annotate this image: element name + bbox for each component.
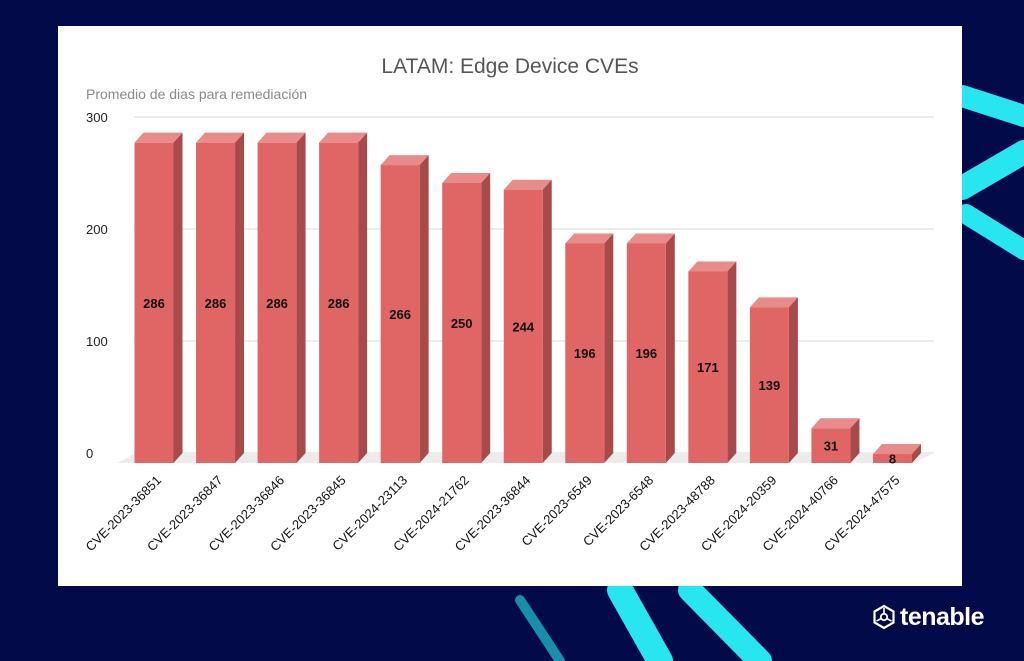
bar-side (788, 297, 798, 463)
bar-side (604, 233, 614, 463)
bar (503, 179, 552, 463)
bar-front (503, 189, 543, 463)
bar (872, 444, 921, 463)
bar-front (688, 271, 728, 463)
bar-top (872, 444, 921, 455)
value-label: 196 (635, 346, 657, 361)
accent-stripe (607, 577, 673, 661)
bar-top (749, 297, 798, 308)
bar (257, 132, 306, 463)
bar-top (319, 132, 368, 143)
bar-top (688, 261, 737, 272)
bar-side (173, 132, 183, 463)
bars (134, 132, 921, 463)
bar-front (442, 183, 482, 463)
accent-stripe (678, 578, 772, 661)
bar-front (196, 142, 236, 463)
bar-top (257, 132, 306, 143)
bar (749, 297, 798, 463)
value-label: 8 (889, 452, 896, 467)
bar (811, 418, 860, 463)
value-label: 171 (697, 360, 719, 375)
bar-front (811, 428, 851, 463)
bar (565, 233, 614, 463)
bar-side (727, 261, 737, 463)
y-tick-label: 100 (86, 334, 108, 349)
accent-stripe (951, 85, 1024, 127)
bar-side (419, 155, 429, 463)
accent-stripe (950, 140, 1024, 200)
bar (196, 132, 245, 463)
value-label: 250 (451, 316, 473, 331)
bar-top (503, 179, 552, 190)
accent-stripe (956, 204, 1024, 260)
bar-top (134, 132, 183, 143)
brand-name: tenable (900, 602, 985, 631)
y-tick-label: 0 (86, 446, 93, 461)
bar-side (481, 173, 491, 463)
bar-side (296, 132, 306, 463)
bar-side (358, 132, 368, 463)
bar-front (626, 243, 666, 463)
bar-front (380, 165, 420, 463)
bar-top (626, 233, 675, 244)
bar-top (565, 233, 614, 244)
value-label: 286 (205, 296, 227, 311)
value-labels: 286 286 286 286 266 250 244 196 196 171 139 31 8 (143, 296, 896, 467)
value-label: 139 (759, 378, 781, 393)
value-label: 244 (512, 319, 534, 334)
value-label: 266 (389, 307, 411, 322)
bar (134, 132, 183, 463)
bar-top (442, 173, 491, 183)
accent-stripe (515, 595, 565, 661)
bar-side (850, 418, 860, 463)
bar-side (911, 444, 921, 463)
tenable-logo-icon (873, 604, 895, 630)
bar (319, 132, 368, 463)
chart-subtitle: Promedio de dias para remediación (86, 86, 307, 102)
value-label: 196 (574, 346, 596, 361)
bar-front (319, 142, 359, 463)
brand: tenable (872, 600, 985, 634)
bar-side (542, 179, 552, 463)
chart-card: LATAM: Edge Device CVEs Promedio de dias… (58, 26, 962, 586)
bar-top (196, 132, 245, 143)
chart-title: LATAM: Edge Device CVEs (381, 55, 638, 78)
value-label: 286 (328, 296, 350, 311)
y-tick-label: 200 (86, 222, 108, 237)
value-label: 286 (266, 296, 288, 311)
value-label: 286 (143, 296, 165, 311)
bar-front (257, 142, 297, 463)
bar (442, 173, 491, 463)
bar-front (565, 243, 605, 463)
bar-front (872, 454, 912, 463)
bar-chart: LATAM: Edge Device CVEs Promedio de dias… (82, 55, 934, 554)
bar-front (749, 307, 789, 463)
bar (688, 261, 737, 463)
value-label: 31 (824, 439, 838, 454)
bar-side (235, 132, 245, 463)
bar (626, 233, 675, 463)
bar (380, 155, 429, 463)
bar-side (665, 233, 675, 463)
bar-top (811, 418, 860, 429)
bar-front (134, 142, 174, 463)
y-tick-label: 300 (86, 110, 108, 125)
bar-top (380, 155, 429, 166)
